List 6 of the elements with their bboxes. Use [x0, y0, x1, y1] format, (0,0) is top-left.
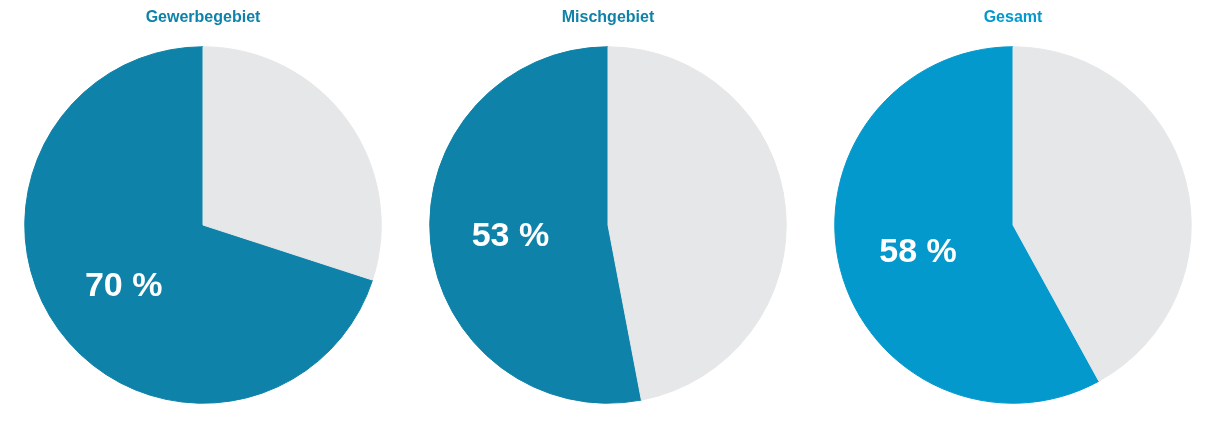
chart-title: Gesamt [983, 7, 1044, 25]
data-label: 58 % [879, 230, 957, 269]
data-label: 70 % [84, 264, 163, 303]
chart-title: Gewerbegebiet [145, 7, 262, 25]
data-label: 53 % [471, 215, 550, 254]
chart-title: Mischgebiet [561, 7, 655, 25]
